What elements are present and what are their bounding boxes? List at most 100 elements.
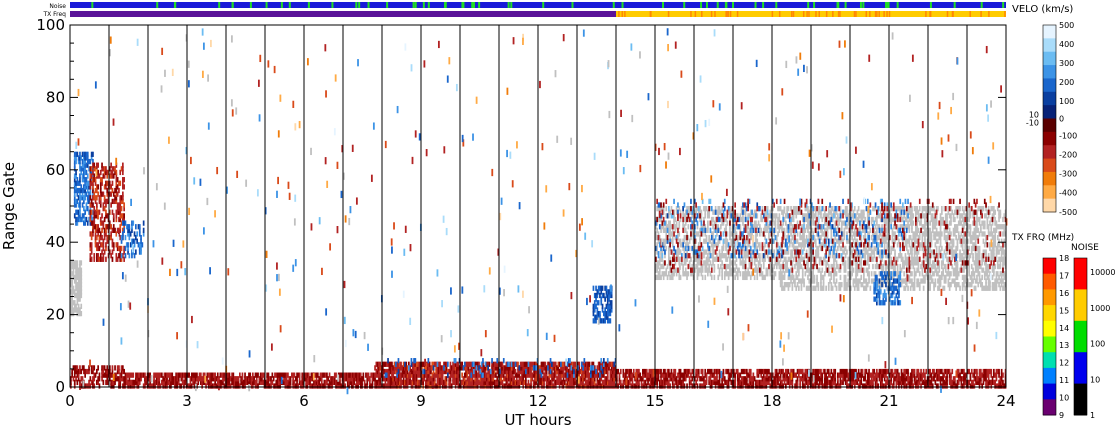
data-cell [73,155,76,161]
data-cell [781,383,783,389]
data-cell [118,245,120,252]
data-cell [101,220,103,226]
data-cell [349,372,352,378]
data-cell [608,383,610,389]
data-cell [573,365,575,371]
data-cell [678,231,681,237]
data-cell [402,361,405,367]
data-cell [830,368,833,375]
data-cell [974,368,977,375]
data-cell [736,372,739,378]
data-cell [729,372,731,378]
data-cell [619,379,622,386]
data-cell [717,224,720,230]
data-cell [89,383,92,389]
data-cell [443,379,445,386]
data-cell [398,383,401,389]
data-cell [795,379,798,386]
data-cell [736,242,739,248]
data-cell [483,365,486,371]
data-cell [760,368,762,375]
data-cell [1000,372,1003,378]
data-cell [515,376,518,382]
data-cell [583,365,586,371]
data-cell [751,256,753,262]
data-cell [163,376,166,382]
data-cell [881,376,883,382]
data-cell [580,376,583,382]
data-cell [119,224,122,230]
data-cell [545,372,548,378]
data-cell [805,372,808,378]
data-cell [690,379,692,386]
data-cell [670,206,673,212]
data-cell [773,383,775,389]
data-cell [408,365,410,371]
data-cell [79,216,81,223]
data-cell [227,383,229,389]
data-cell [491,368,493,375]
data-cell [963,383,965,389]
data-cell [318,383,320,389]
data-cell [604,285,606,291]
data-cell [471,368,474,375]
data-cell [723,227,726,233]
data-cell [470,372,473,378]
data-cell [604,383,606,389]
data-cell [718,372,721,378]
data-cell [783,231,786,237]
data-cell [482,376,484,382]
data-cell [92,180,94,186]
noise-bar-label: Noise [49,3,66,10]
data-cell [803,231,805,237]
data-cell [946,379,948,386]
data-cell [762,379,765,386]
noise-bar-spike [612,2,615,8]
data-cell [84,368,86,375]
data-cell [331,383,333,389]
data-cell [476,379,479,386]
data-cell [176,383,179,389]
data-cell [748,383,751,389]
data-cell [748,379,751,386]
data-cell [196,383,198,389]
data-cell [566,361,569,367]
data-cell [89,173,92,179]
data-cell [658,274,661,281]
data-cell [739,245,742,252]
data-cell [725,267,727,273]
data-cell [85,184,88,190]
data-cell [935,376,938,382]
data-cell [83,187,85,194]
data-cell [792,224,795,230]
data-region-2 [374,361,617,389]
data-cell [1000,376,1003,382]
data-cell [803,376,805,382]
data-cell [266,376,268,382]
data-cell [795,245,798,252]
data-cell [804,253,807,259]
data-cell [718,253,721,259]
data-cell [76,296,79,302]
data-cell [824,372,826,378]
data-cell [408,379,410,386]
data-cell [668,238,670,244]
data-cell [800,278,803,284]
data-cell [549,361,552,367]
data-cell [586,383,588,389]
data-cell [259,372,262,378]
data-cell [756,368,759,375]
data-cell [730,368,733,375]
data-cell [861,383,864,389]
data-cell [115,216,118,223]
data-cell [648,376,651,382]
data-cell [792,245,795,252]
data-cell [662,206,665,212]
data-cell [839,368,842,375]
data-cell [475,365,478,371]
data-cell [552,372,554,378]
data-cell [599,368,601,375]
data-cell [817,368,820,375]
data-cell [684,209,687,215]
data-cell [564,365,566,371]
